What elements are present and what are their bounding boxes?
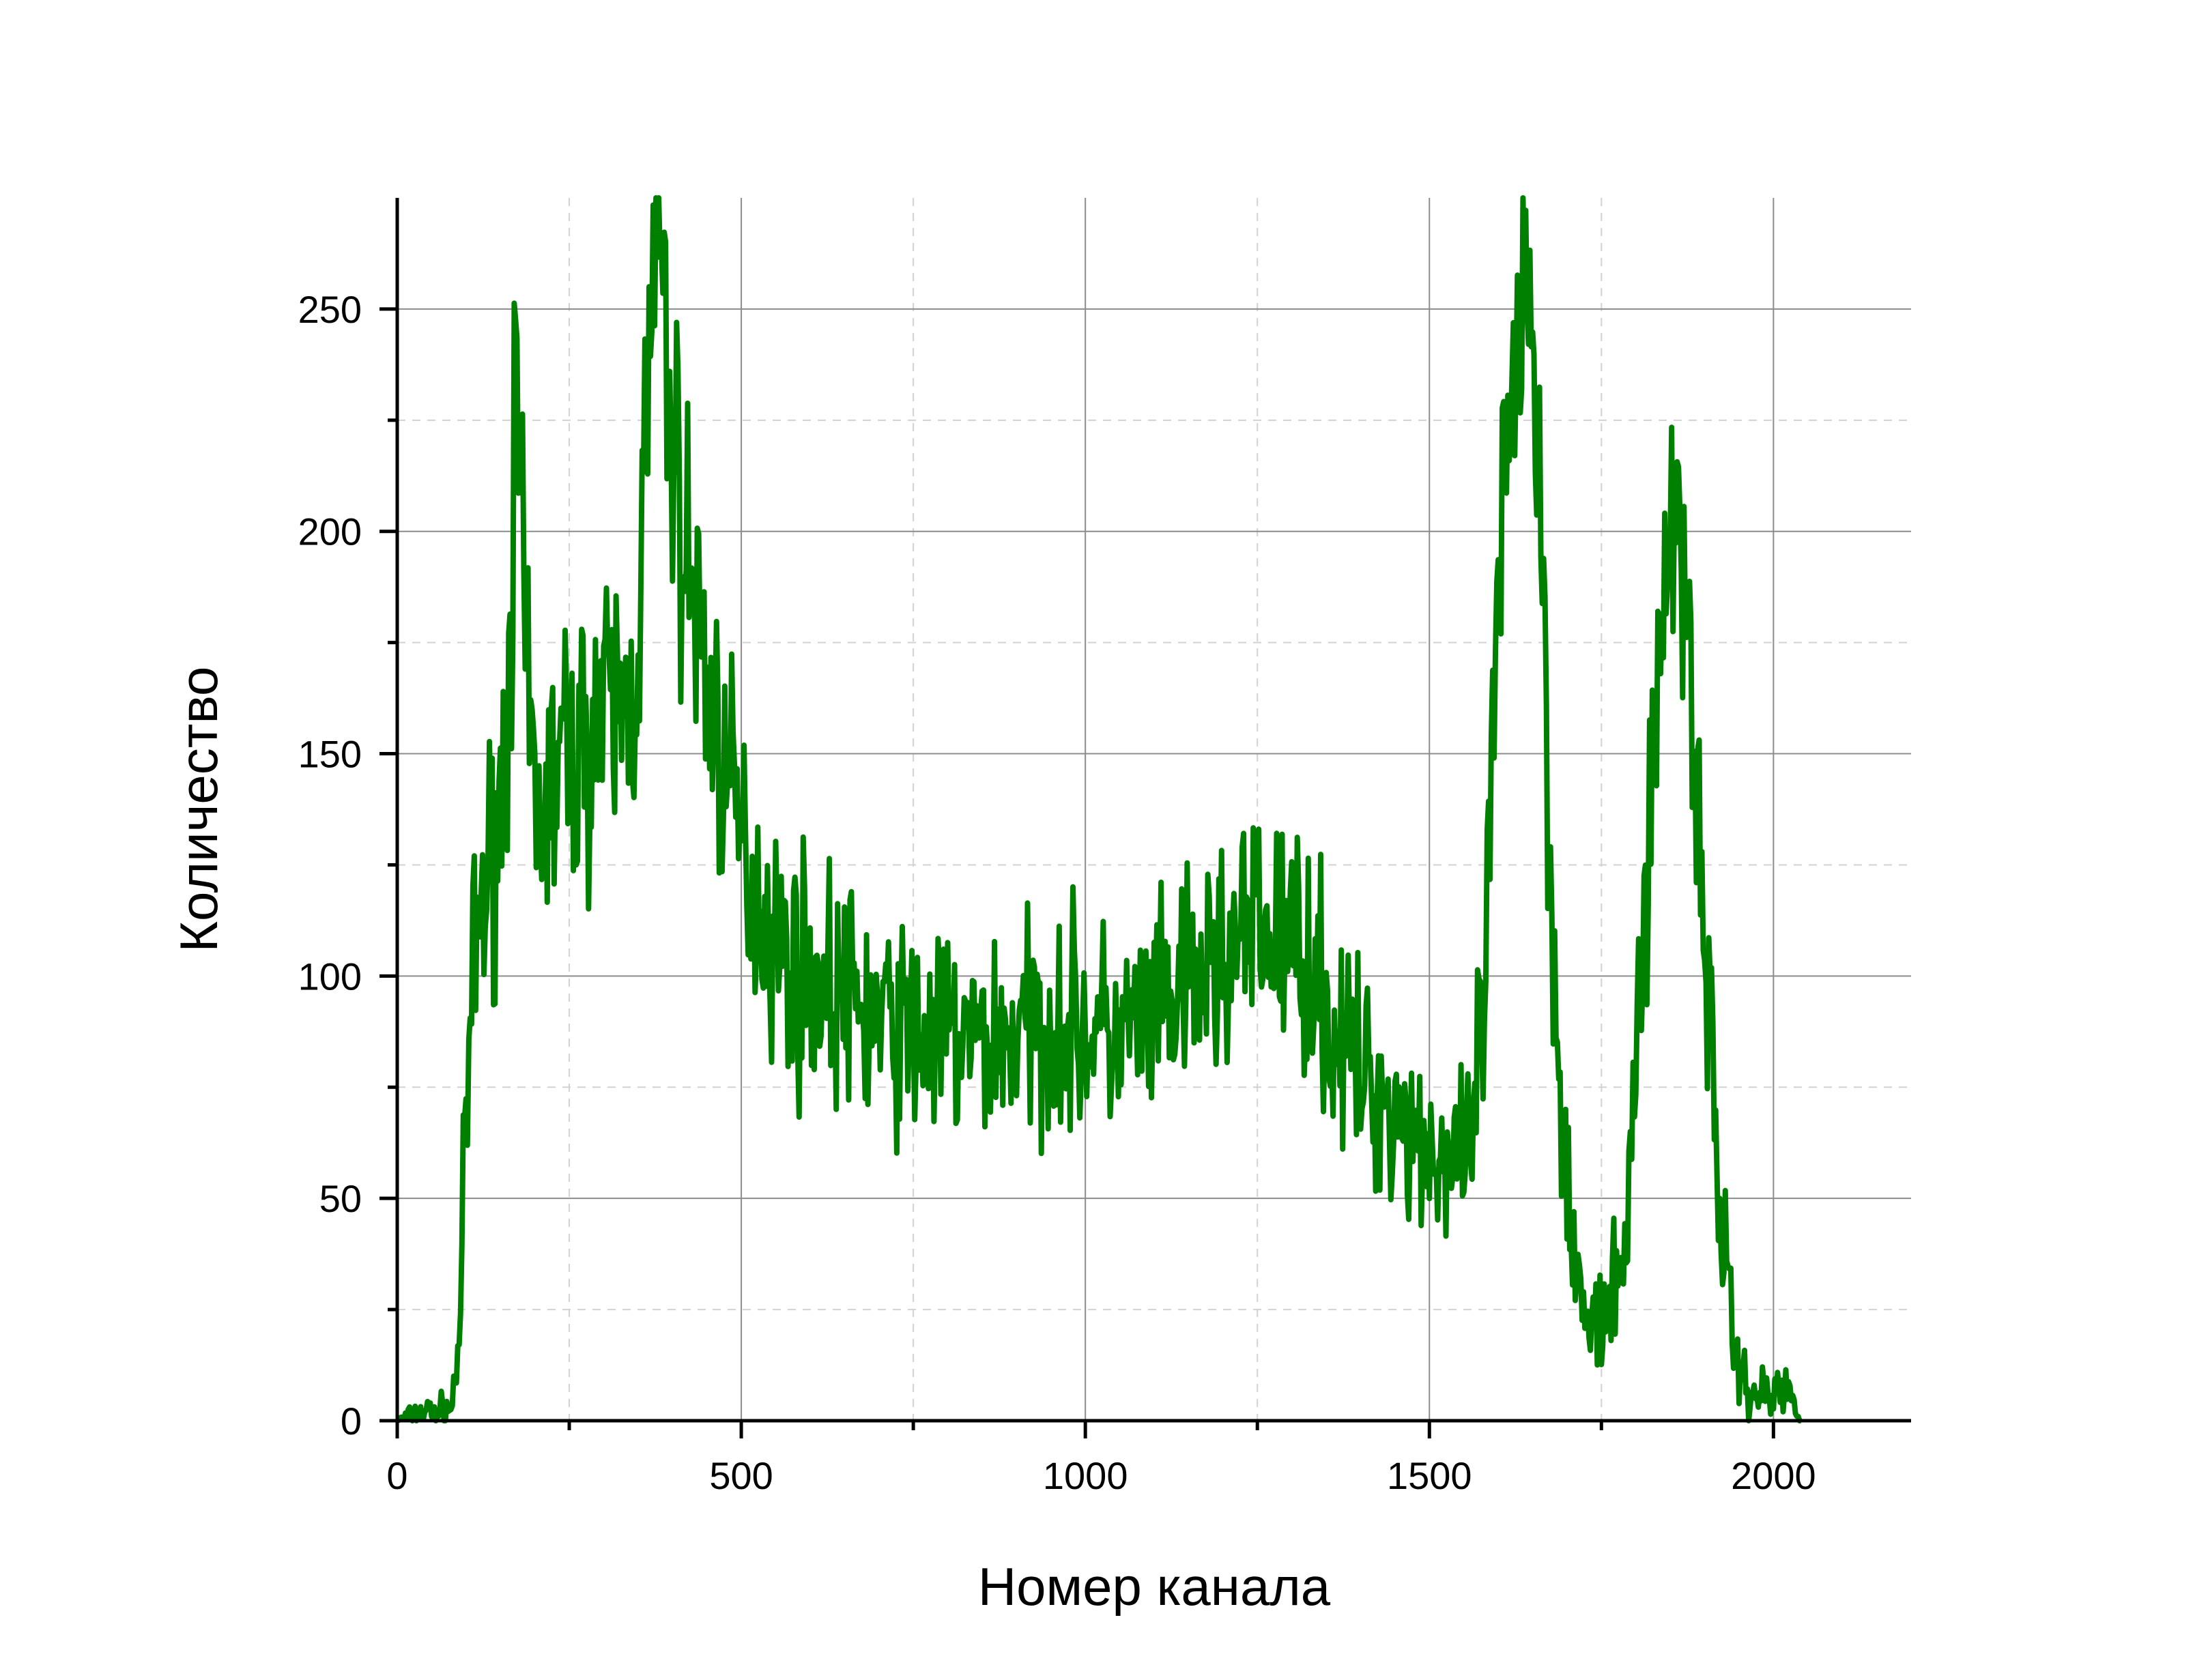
y-tick-label-2: 100 — [298, 955, 362, 998]
y-axis-title: Количество — [169, 667, 229, 953]
x-tick-label-2: 1000 — [1043, 1454, 1128, 1497]
y-tick-label-0: 0 — [341, 1400, 362, 1443]
axes — [395, 198, 1911, 1423]
grid — [397, 198, 1911, 1421]
x-tick-label-0: 0 — [386, 1454, 407, 1497]
y-tick-label-3: 150 — [298, 733, 362, 776]
tick-labels: 0 500 1000 1500 2000 0 50 100 150 200 250 — [298, 288, 1816, 1497]
series-layer — [396, 195, 1803, 1423]
y-tick-label-1: 50 — [319, 1177, 362, 1220]
y-tick-label-4: 200 — [298, 510, 362, 553]
series-line — [396, 195, 1803, 1423]
y-tick-label-5: 250 — [298, 288, 362, 331]
x-axis-title: Номер канала — [978, 1556, 1331, 1617]
ticks — [379, 307, 1775, 1438]
x-tick-label-1: 500 — [709, 1454, 773, 1497]
x-tick-label-4: 2000 — [1731, 1454, 1816, 1497]
x-tick-label-3: 1500 — [1387, 1454, 1472, 1497]
